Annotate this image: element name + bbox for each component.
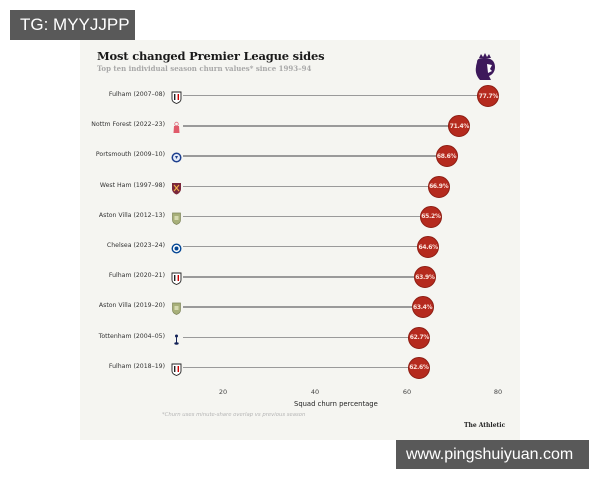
value-dot: 62.6%	[407, 356, 430, 379]
footnote: *Churn uses minute-share overlap vs prev…	[162, 412, 306, 418]
portsmouth-crest-icon	[171, 149, 182, 163]
row-label: Portsmouth (2009–10)	[95, 151, 165, 159]
chelsea-crest-icon	[171, 240, 182, 254]
x-tick: 40	[310, 388, 320, 396]
fulham-crest-icon	[171, 270, 182, 286]
value-dot: 65.2%	[419, 205, 442, 228]
value-dot: 63.4%	[411, 296, 434, 319]
chart-row: Fulham (2007–08) 77.7%	[80, 85, 520, 107]
chart-row: Fulham (2020–21) 63.9%	[80, 266, 520, 289]
x-tick: 60	[402, 388, 412, 396]
west-ham-crest-icon	[171, 180, 182, 195]
aston-villa-crest-icon	[171, 210, 182, 225]
row-label: West Ham (1997–98)	[99, 181, 165, 189]
row-label: Aston Villa (2012–13)	[98, 211, 165, 219]
chart-row: Tottenham (2004–05) 62.7%	[80, 326, 520, 349]
aston-villa-crest-icon	[171, 300, 182, 316]
chart-panel	[80, 40, 520, 440]
value-dot: 62.7%	[408, 326, 431, 349]
value-dot: 71.4%	[448, 115, 471, 138]
nottm-forest-crest-icon	[171, 119, 182, 134]
chart-title: Most changed Premier League sides	[97, 49, 325, 63]
row-label: Chelsea (2023–24)	[106, 242, 165, 249]
x-tick: 20	[218, 388, 228, 396]
chart-row: Fulham (2018–19) 62.6%	[80, 356, 520, 379]
row-label: Fulham (2020–21)	[108, 272, 165, 280]
fulham-crest-icon	[171, 89, 182, 104]
chart-row: Portsmouth (2009–10) 68.6%	[80, 145, 520, 168]
premier-league-lion-icon	[475, 53, 495, 80]
source-brand: The Athletic	[464, 422, 506, 429]
value-dot: 68.6%	[435, 145, 458, 168]
lollipop-stem	[183, 125, 460, 127]
row-label: Nottm Forest (2022–23)	[91, 121, 165, 129]
row-label: Fulham (2007–08)	[108, 91, 165, 98]
chart-subtitle: Top ten individual season churn values* …	[97, 64, 312, 73]
lollipop-stem	[183, 215, 431, 218]
lollipop-stem	[183, 185, 439, 187]
row-label: Tottenham (2004–05)	[98, 332, 165, 340]
value-dot: 66.9%	[427, 175, 450, 198]
chart-row: Aston Villa (2019–20) 63.4%	[80, 296, 520, 319]
chart-row: Chelsea (2023–24) 64.6%	[80, 236, 520, 258]
x-tick: 80	[493, 388, 503, 396]
chart-row: Nottm Forest (2022–23) 71.4%	[80, 115, 520, 138]
tottenham-crest-icon	[171, 331, 182, 345]
chart-row: West Ham (1997–98) 66.9%	[80, 175, 520, 198]
watermark-top-left: TG: MYYJJPP	[10, 10, 135, 40]
lollipop-stem	[183, 95, 489, 97]
value-dot: 77.7%	[477, 85, 500, 107]
lollipop-stem	[183, 336, 420, 338]
chart-row: Aston Villa (2012–13) 65.2%	[80, 205, 520, 228]
lollipop-stem	[183, 155, 447, 157]
watermark-bottom-right: www.pingshuiyuan.com	[396, 440, 589, 469]
lollipop-stem	[183, 306, 423, 308]
row-label: Aston Villa (2019–20)	[98, 302, 165, 310]
lollipop-stem	[183, 366, 419, 369]
x-axis-label: Squad churn percentage	[294, 400, 378, 408]
row-label: Fulham (2018–19)	[108, 362, 165, 370]
lollipop-stem	[183, 276, 425, 278]
value-dot: 64.6%	[417, 236, 440, 258]
fulham-crest-icon	[171, 361, 182, 376]
lollipop-stem	[183, 246, 429, 248]
value-dot: 63.9%	[413, 266, 436, 289]
